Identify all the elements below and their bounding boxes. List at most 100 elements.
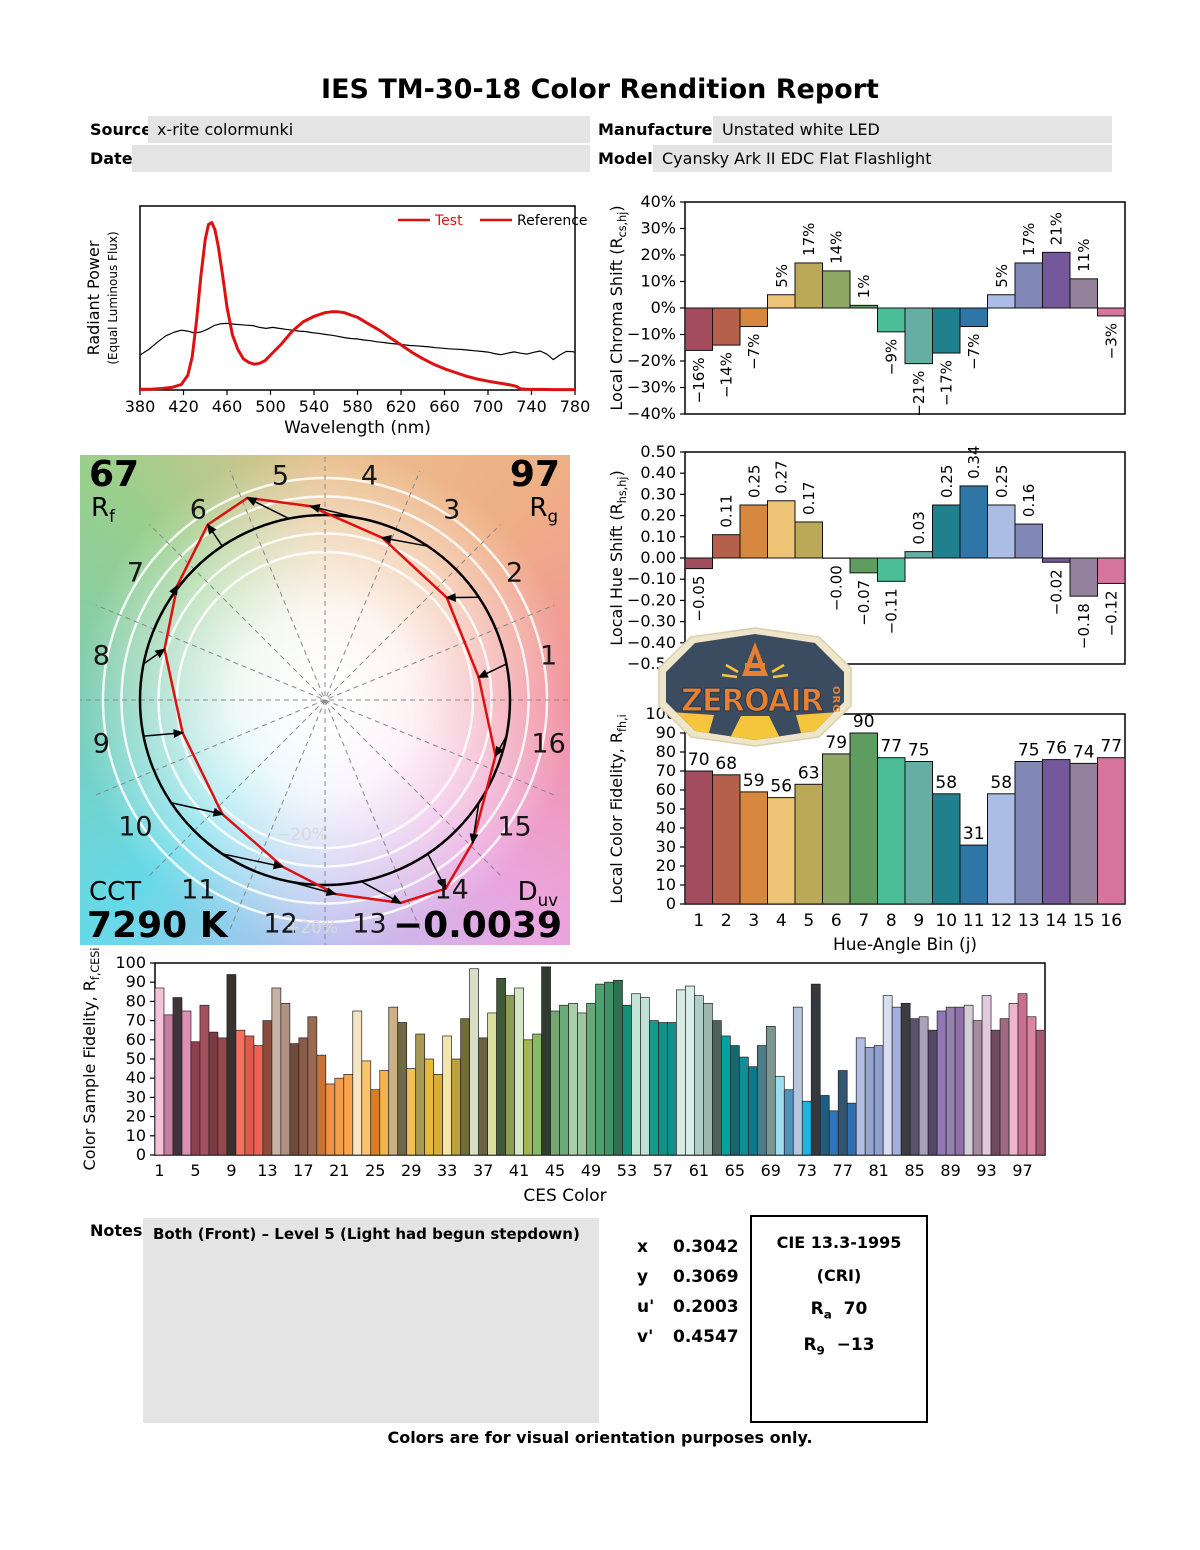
svg-text:11%: 11% — [1075, 239, 1093, 272]
cct-value: 7290 K — [87, 905, 228, 946]
source-value: x-rite colormunki — [157, 120, 294, 139]
hue-bin-label: 3 — [443, 494, 461, 526]
svg-text:9: 9 — [226, 1161, 236, 1180]
page-title: IES TM-30-18 Color Rendition Report — [321, 74, 879, 105]
svg-text:9: 9 — [913, 911, 924, 931]
svg-text:−9%: −9% — [883, 339, 901, 375]
svg-text:77: 77 — [880, 737, 902, 757]
svg-text:0.30: 0.30 — [640, 484, 676, 503]
svg-text:20: 20 — [126, 1107, 146, 1126]
svg-text:8: 8 — [886, 911, 897, 931]
svg-text:85: 85 — [904, 1161, 924, 1180]
model-value: Cyansky Ark II EDC Flat Flashlight — [662, 149, 932, 168]
local-color-fidelity-chart: 0102030405060708090100701682593564635796… — [607, 704, 1126, 954]
local-hue-shift-chart: 0.500.400.300.200.100.00−0.10−0.20−0.30−… — [607, 442, 1126, 673]
svg-text:17%: 17% — [800, 223, 818, 256]
logo-badge — [666, 634, 844, 740]
svg-text:4: 4 — [776, 911, 787, 931]
svg-text:1: 1 — [693, 911, 704, 931]
duv-value: −0.0039 — [392, 905, 562, 946]
svg-text:30: 30 — [126, 1087, 146, 1106]
svg-text:Color Sample Fidelity, Rf,CESi: Color Sample Fidelity, Rf,CESi — [80, 948, 102, 1170]
svg-text:50: 50 — [656, 799, 676, 818]
svg-text:1%: 1% — [855, 275, 873, 299]
source-label: Source: — [90, 120, 159, 139]
svg-text:81: 81 — [869, 1161, 889, 1180]
svg-text:0: 0 — [666, 894, 676, 913]
svg-text:0.25: 0.25 — [938, 465, 956, 498]
svg-text:540: 540 — [299, 397, 330, 416]
svg-text:89: 89 — [940, 1161, 960, 1180]
svg-text:20: 20 — [656, 856, 676, 875]
chromaticity-x-row: x 0.3042 — [637, 1237, 739, 1257]
svg-text:500: 500 — [255, 397, 286, 416]
svg-text:5: 5 — [803, 911, 814, 931]
svg-text:45: 45 — [545, 1161, 565, 1180]
manufacturer-value: Unstated white LED — [722, 120, 880, 139]
svg-text:Local Color Fidelity, Rfh,i: Local Color Fidelity, Rfh,i — [607, 714, 629, 904]
svg-text:5%: 5% — [773, 264, 791, 288]
svg-text:10: 10 — [935, 911, 957, 931]
svg-text:10: 10 — [656, 875, 676, 894]
svg-text:29: 29 — [401, 1161, 421, 1180]
hue-bin-label: 7 — [126, 557, 145, 589]
svg-text:11: 11 — [963, 911, 985, 931]
svg-text:53: 53 — [617, 1161, 637, 1180]
footer-note: Colors are for visual orientation purpos… — [387, 1428, 813, 1447]
svg-text:68: 68 — [715, 754, 737, 774]
svg-text:−0.02: −0.02 — [1048, 569, 1066, 615]
source-value-box: x-rite colormunki — [148, 116, 590, 143]
svg-text:0.10: 0.10 — [640, 527, 676, 546]
svg-text:6: 6 — [831, 911, 842, 931]
svg-text:0.27: 0.27 — [773, 460, 791, 493]
svg-text:−0.18: −0.18 — [1075, 603, 1093, 649]
svg-text:13: 13 — [1018, 911, 1040, 931]
svg-text:−0.07: −0.07 — [855, 580, 873, 626]
svg-text:−0.10: −0.10 — [627, 569, 676, 588]
hue-bin-label: 5 — [271, 460, 290, 492]
svg-text:Reference: Reference — [517, 213, 588, 229]
svg-text:620: 620 — [386, 397, 417, 416]
svg-text:0.25: 0.25 — [993, 465, 1011, 498]
svg-text:−0.30: −0.30 — [627, 612, 676, 631]
svg-text:77: 77 — [1100, 737, 1122, 757]
svg-text:70: 70 — [656, 761, 676, 780]
hue-bin-label: 11 — [181, 874, 216, 906]
svg-text:12: 12 — [990, 911, 1012, 931]
svg-text:−0.11: −0.11 — [883, 588, 901, 634]
svg-text:21: 21 — [329, 1161, 349, 1180]
svg-text:15: 15 — [1073, 911, 1095, 931]
svg-text:69: 69 — [761, 1161, 781, 1180]
svg-text:−17%: −17% — [938, 360, 956, 406]
svg-text:100: 100 — [115, 953, 146, 972]
svg-text:−0.12: −0.12 — [1103, 590, 1121, 636]
svg-text:41: 41 — [509, 1161, 529, 1180]
cct-label: CCT — [89, 877, 142, 907]
svg-text:−40%: −40% — [627, 404, 676, 423]
svg-text:−10%: −10% — [627, 325, 676, 344]
notes-label: Notes: — [90, 1221, 149, 1240]
svg-text:37: 37 — [473, 1161, 493, 1180]
zeroair-logo: ZEROAIR ORG — [656, 626, 854, 748]
rf-value: 67 — [89, 454, 140, 495]
svg-text:90: 90 — [656, 723, 676, 742]
svg-text:10: 10 — [126, 1126, 146, 1145]
hue-bin-label: 1 — [540, 640, 558, 672]
svg-text:Radiant Power: Radiant Power — [84, 240, 103, 355]
svg-text:5%: 5% — [993, 264, 1011, 288]
notes-text: Both (Front) – Level 5 (Light had begun … — [153, 1225, 580, 1243]
rg-label: Rg — [529, 493, 558, 527]
svg-text:3: 3 — [748, 911, 759, 931]
svg-text:10%: 10% — [640, 272, 676, 291]
svg-text:−20%: −20% — [627, 351, 676, 370]
svg-text:79: 79 — [825, 733, 847, 753]
logo-org-text: ORG — [830, 686, 841, 713]
hue-bin-label: 12 — [263, 908, 298, 940]
svg-text:460: 460 — [212, 397, 243, 416]
hue-bin-label: 9 — [92, 728, 110, 760]
model-value-box: Cyansky Ark II EDC Flat Flashlight — [653, 145, 1112, 172]
date-label: Date: — [90, 149, 139, 168]
svg-text:63: 63 — [798, 763, 820, 783]
svg-text:780: 780 — [560, 397, 590, 416]
